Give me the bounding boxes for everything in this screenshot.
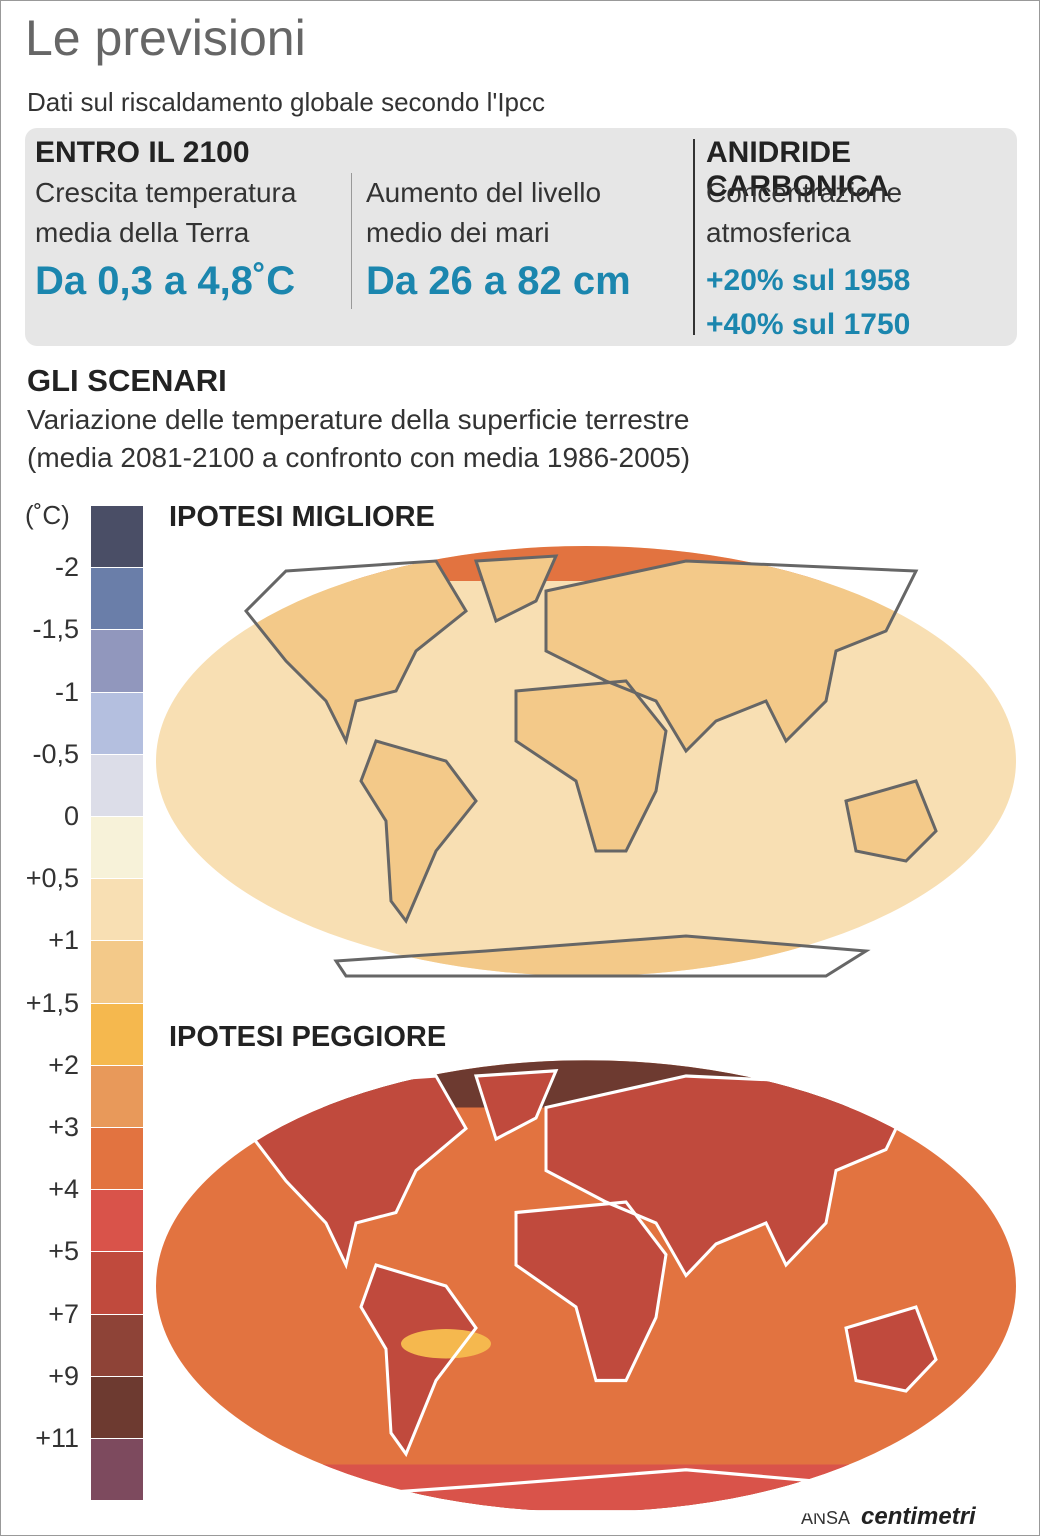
legend-swatch xyxy=(91,568,143,630)
legend-swatch xyxy=(91,879,143,941)
legend-label: +11 xyxy=(35,1423,79,1453)
legend-swatch xyxy=(91,754,143,816)
section-heading: GLI SCENARI xyxy=(27,363,227,398)
legend-label: +1,5 xyxy=(25,987,79,1018)
legend-swatch xyxy=(91,817,143,879)
value-line: +20% sul 1958 xyxy=(706,264,911,297)
section-description: Variazione delle temperature della super… xyxy=(27,401,690,477)
legend-label: -0,5 xyxy=(32,738,79,769)
info-box xyxy=(25,128,1017,346)
legend-swatch xyxy=(91,1314,143,1376)
title: Le previsioni xyxy=(25,10,306,66)
desc-line: Variazione delle temperature della super… xyxy=(27,404,690,435)
legend-swatch xyxy=(91,941,143,1003)
box-heading: ENTRO IL 2100 xyxy=(35,136,250,169)
legend-label: +9 xyxy=(48,1360,79,1391)
box-label: Concentrazione atmosferica xyxy=(706,173,902,253)
legend-swatch xyxy=(91,1128,143,1190)
box-label: Crescita temperatura media della Terra xyxy=(35,173,296,253)
map-title: IPOTESI MIGLIORE xyxy=(169,501,435,533)
label-line: Aumento del livello xyxy=(366,177,602,208)
box-heading: ANIDRIDE CARBONICA xyxy=(706,136,890,203)
legend-label: +7 xyxy=(48,1298,79,1329)
label-line: atmosferica xyxy=(706,217,851,248)
label-line: medio dei mari xyxy=(366,217,550,248)
legend-label: -1,5 xyxy=(32,614,79,645)
box-label: Aumento del livello medio dei mari xyxy=(366,173,601,253)
value-line: +40% sul 1750 xyxy=(706,308,911,341)
legend-label: -1 xyxy=(54,676,79,707)
legend-swatch xyxy=(91,1376,143,1438)
map-best xyxy=(156,546,1016,978)
legend-label: +4 xyxy=(48,1174,79,1205)
legend-label: 0 xyxy=(63,801,79,831)
legend-swatch xyxy=(91,692,143,754)
box-values: +20% sul 1958 +40% sul 1750 xyxy=(706,259,910,347)
footer-brand: centimetri xyxy=(861,1503,976,1530)
legend-label: +2 xyxy=(48,1049,79,1080)
label-line: media della Terra xyxy=(35,217,250,248)
map-worst xyxy=(156,1060,1016,1514)
legend-label: +5 xyxy=(48,1236,79,1267)
legend-swatch xyxy=(91,1252,143,1314)
label-line: Concentrazione xyxy=(706,177,903,208)
desc-line: (media 2081-2100 a confronto con media 1… xyxy=(27,442,691,473)
subtitle: Dati sul riscaldamento globale secondo l… xyxy=(27,87,546,117)
legend-label: +3 xyxy=(48,1112,79,1142)
map-title: IPOTESI PEGGIORE xyxy=(169,1021,447,1053)
legend-swatch xyxy=(91,1065,143,1127)
legend-label: +0,5 xyxy=(25,863,79,894)
divider xyxy=(351,173,352,309)
box-value: Da 26 a 82 cm xyxy=(366,259,631,303)
label-line: Crescita temperatura xyxy=(35,177,297,208)
legend-swatch xyxy=(91,630,143,692)
divider xyxy=(693,139,695,335)
legend-swatch xyxy=(91,1439,143,1501)
legend-unit: (˚C) xyxy=(25,500,70,530)
box-value: Da 0,3 a 4,8˚C xyxy=(35,259,296,303)
legend-swatch xyxy=(91,1190,143,1252)
legend-label: +1 xyxy=(48,925,79,956)
legend-swatch xyxy=(91,506,143,568)
legend-swatch xyxy=(91,1003,143,1065)
legend-label: -2 xyxy=(54,552,79,583)
